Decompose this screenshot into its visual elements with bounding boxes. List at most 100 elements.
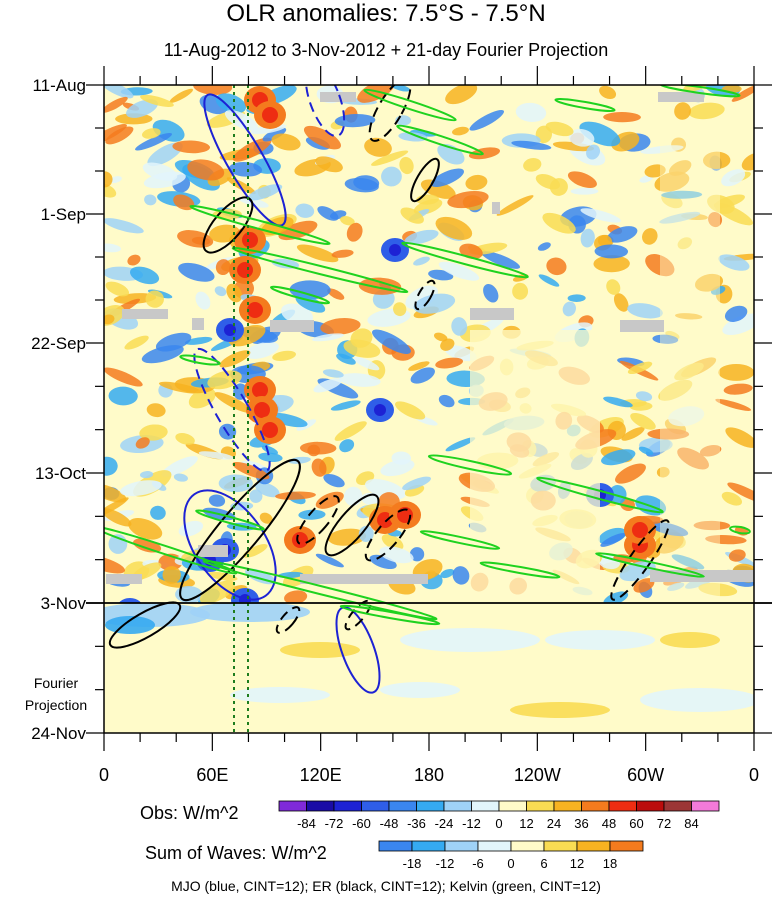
kelvin-contour: [401, 241, 529, 279]
colorbar-waves-label: Sum of Waves: W/m^2: [145, 843, 327, 863]
kelvin-contour: [427, 454, 513, 476]
y-tick-label: 13-Oct: [35, 464, 86, 483]
colorbar-tick-label: -12: [436, 856, 455, 871]
colorbar-tick-label: -72: [325, 816, 344, 831]
colorbar-tick-label: 18: [603, 856, 617, 871]
colorbar-swatch: [636, 800, 665, 812]
colorbar-swatch: [691, 800, 720, 812]
y-tick-label: 24-Nov: [31, 724, 86, 743]
kelvin-contour: [659, 85, 741, 98]
colorbar-tick-label: -84: [297, 816, 316, 831]
colorbar-swatch: [388, 800, 417, 812]
kelvin-contour: [270, 285, 330, 305]
kelvin-contour: [729, 525, 751, 535]
colorbar-swatch: [581, 800, 610, 812]
er-contour: [414, 279, 436, 311]
colorbar-swatch: [510, 840, 545, 852]
colorbar-tick-label: 0: [495, 816, 502, 831]
colorbar-swatch: [378, 840, 413, 852]
colorbar-swatch: [608, 800, 637, 812]
colorbar-tick-label: -12: [462, 816, 481, 831]
colorbar-tick-label: -18: [403, 856, 422, 871]
colorbar-swatch: [543, 840, 578, 852]
x-tick-label: 120W: [514, 765, 561, 785]
colorbar-tick-label: 6: [540, 856, 547, 871]
er-contour: [410, 157, 440, 203]
colorbar-tick-label: 60: [629, 816, 643, 831]
colorbar-tick-label: 84: [684, 816, 698, 831]
colorbar-swatch: [576, 840, 611, 852]
colorbar-swatch: [333, 800, 362, 812]
x-tick-label: 60W: [627, 765, 664, 785]
colorbar-swatch: [361, 800, 390, 812]
heatmap-field: [104, 85, 754, 733]
projection-label-line2: Projection: [24, 697, 88, 713]
colorbar-tick-label: 48: [602, 816, 616, 831]
y-tick-label: 22-Sep: [31, 334, 86, 353]
colorbar-swatch: [498, 800, 527, 812]
colorbar-tick-label: -36: [407, 816, 426, 831]
kelvin-contour: [396, 124, 484, 156]
colorbar-tick-label: -24: [435, 816, 454, 831]
mjo-contour: [203, 93, 287, 227]
y-tick-label: 1-Sep: [41, 205, 86, 224]
colorbar-swatch: [609, 840, 644, 852]
er-contour: [179, 458, 301, 602]
er-contour: [368, 85, 412, 142]
er-contour: [275, 606, 301, 634]
colorbar-obs-label: Obs: W/m^2: [140, 803, 239, 823]
colorbar-swatch: [416, 800, 445, 812]
colorbar-swatch: [526, 800, 555, 812]
kelvin-contour: [554, 98, 616, 112]
footer-note: MJO (blue, CINT=12); ER (black, CINT=12)…: [171, 878, 601, 894]
colorbar-swatch: [444, 840, 479, 852]
x-tick-label: 0: [749, 765, 759, 785]
kelvin-contour: [202, 559, 438, 621]
er-contour: [108, 601, 182, 649]
colorbar-swatch: [553, 800, 582, 812]
kelvin-contour: [595, 552, 705, 578]
colorbar-swatch: [306, 800, 335, 812]
mjo-contour: [193, 347, 271, 473]
mjo-contour: [304, 85, 346, 138]
kelvin-contour: [179, 354, 221, 366]
colorbar-swatch: [477, 840, 512, 852]
colorbar-tick-label: -6: [472, 856, 484, 871]
chart-subtitle: 11-Aug-2012 to 3-Nov-2012 + 21-day Fouri…: [163, 40, 609, 60]
colorbar-swatch: [278, 800, 307, 812]
colorbar-waves: -18 -12 -6 0 6 12 18: [378, 840, 644, 871]
projection-label-line1: Fourier: [33, 675, 79, 691]
kelvin-contour: [363, 88, 457, 122]
y-tick-label: 11-Aug: [32, 76, 86, 95]
kelvin-contour: [419, 530, 501, 550]
colorbar-tick-label: 24: [547, 816, 561, 831]
colorbar-swatch: [663, 800, 692, 812]
colorbar-swatch: [411, 840, 446, 852]
colorbar-tick-label: 0: [507, 856, 514, 871]
colorbar-tick-label: -48: [380, 816, 399, 831]
colorbar-swatch: [471, 800, 500, 812]
kelvin-contour: [339, 604, 441, 626]
colorbar-tick-label: 36: [574, 816, 588, 831]
x-tick-label: 0: [99, 765, 109, 785]
kelvin-contour: [536, 476, 664, 514]
chart-title: OLR anomalies: 7.5°S - 7.5°N: [226, 0, 546, 27]
y-tick-label: 3-Nov: [41, 594, 87, 613]
er-contour: [364, 508, 412, 562]
x-tick-label: 120E: [300, 765, 342, 785]
er-contour: [296, 495, 340, 545]
kelvin-contour: [195, 509, 265, 531]
kelvin-contour: [231, 246, 409, 294]
kelvin-contour: [189, 204, 331, 246]
colorbar-tick-label: 12: [570, 856, 584, 871]
er-contour: [610, 519, 670, 601]
colorbar-obs: -84 -72 -60 -48 -36 -24 -12 0 12 24 36 48 60 72 84: [278, 800, 720, 831]
colorbar-tick-label: 72: [657, 816, 671, 831]
colorbar-tick-label: -60: [352, 816, 371, 831]
kelvin-contour: [479, 561, 561, 579]
x-tick-label: 180: [414, 765, 444, 785]
projection-label: Fourier Projection: [20, 672, 92, 716]
er-contour: [324, 493, 380, 557]
colorbar-tick-label: 12: [519, 816, 533, 831]
